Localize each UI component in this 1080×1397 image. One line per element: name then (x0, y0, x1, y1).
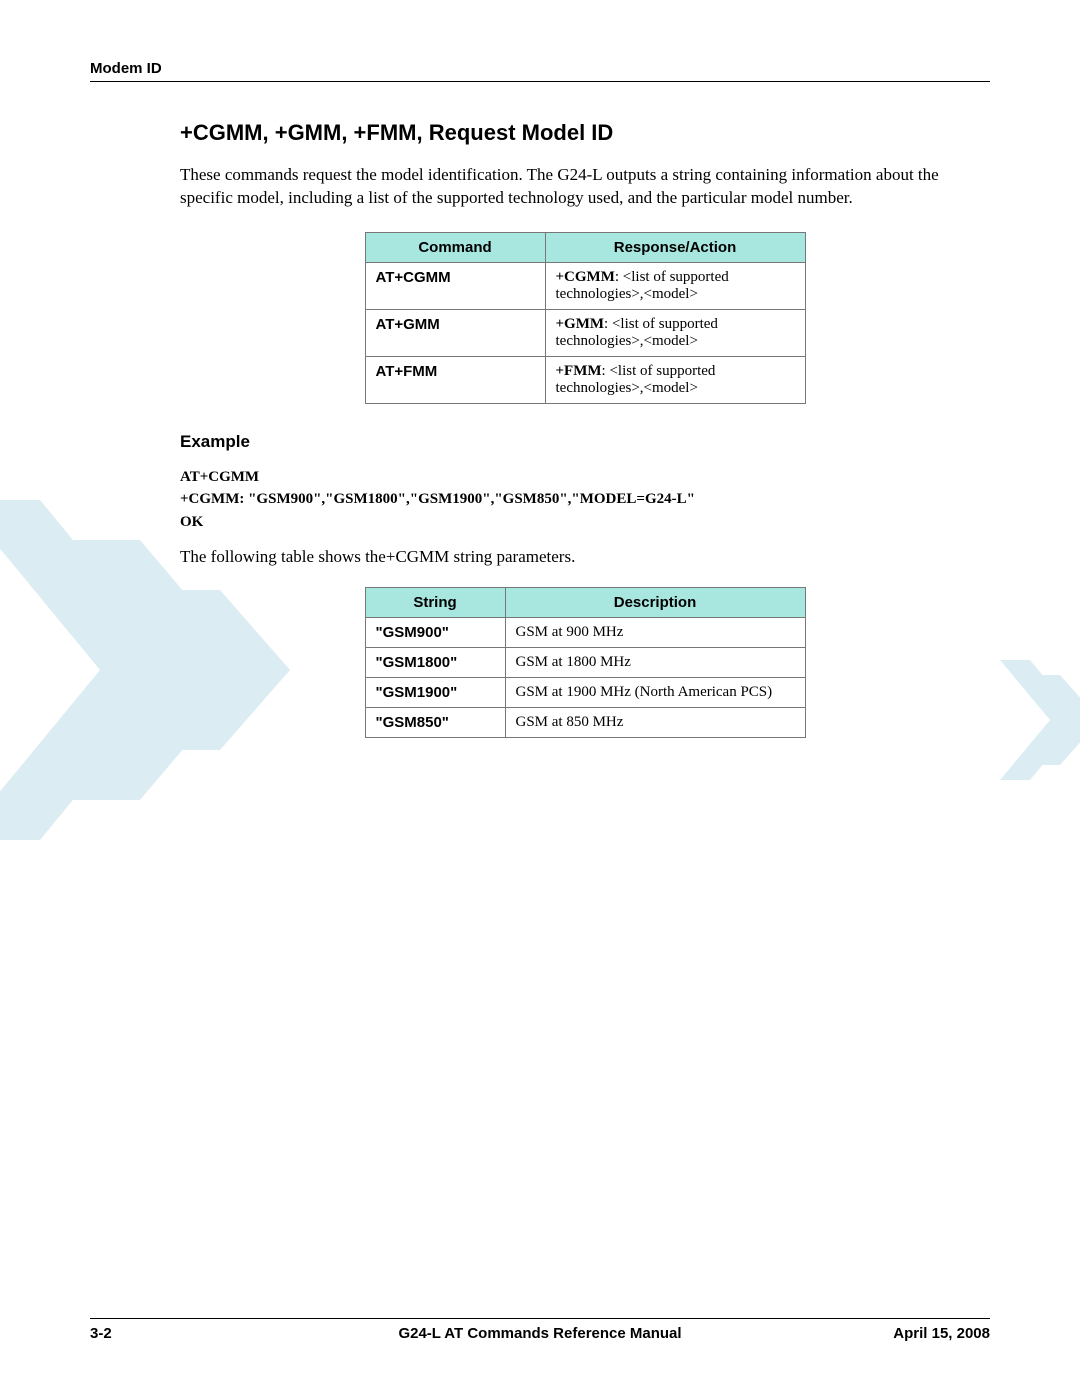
example-heading: Example (180, 432, 990, 452)
section-title: +CGMM, +GMM, +FMM, Request Model ID (180, 120, 990, 146)
footer-manual-title: G24-L AT Commands Reference Manual (398, 1325, 681, 1342)
param-desc: GSM at 1900 MHz (North American PCS) (505, 678, 805, 708)
cmd-cell: AT+GMM (365, 309, 545, 356)
param-desc: GSM at 1800 MHz (505, 648, 805, 678)
table-row: AT+CGMM +CGMM: <list of supported techno… (365, 262, 805, 309)
table-row: AT+FMM +FMM: <list of supported technolo… (365, 356, 805, 403)
watermark-right (1000, 640, 1080, 800)
param-string: "GSM1900" (365, 678, 505, 708)
param-string: "GSM1800" (365, 648, 505, 678)
params-header-string: String (365, 588, 505, 618)
example-code: AT+CGMM +CGMM: "GSM900","GSM1800","GSM19… (180, 466, 990, 534)
header-section-label: Modem ID (90, 60, 162, 77)
example-after-text: The following table shows the+CGMM strin… (180, 547, 990, 567)
param-desc: GSM at 900 MHz (505, 618, 805, 648)
page-header: Modem ID (90, 60, 990, 82)
params-table: String Description "GSM900" GSM at 900 M… (365, 587, 806, 738)
table-row: "GSM900" GSM at 900 MHz (365, 618, 805, 648)
cmd-header-response: Response/Action (545, 232, 805, 262)
footer-page-number: 3-2 (90, 1325, 112, 1342)
table-row: "GSM1800" GSM at 1800 MHz (365, 648, 805, 678)
cmd-cell: AT+CGMM (365, 262, 545, 309)
resp-cell: +CGMM: <list of supported technologies>,… (545, 262, 805, 309)
command-table: Command Response/Action AT+CGMM +CGMM: <… (365, 232, 806, 404)
param-string: "GSM850" (365, 708, 505, 738)
param-string: "GSM900" (365, 618, 505, 648)
table-row: AT+GMM +GMM: <list of supported technolo… (365, 309, 805, 356)
resp-cell: +FMM: <list of supported technologies>,<… (545, 356, 805, 403)
param-desc: GSM at 850 MHz (505, 708, 805, 738)
cmd-cell: AT+FMM (365, 356, 545, 403)
section-intro: These commands request the model identif… (180, 164, 990, 210)
page-footer: 3-2 G24-L AT Commands Reference Manual A… (90, 1318, 990, 1342)
table-row: "GSM850" GSM at 850 MHz (365, 708, 805, 738)
table-row: "GSM1900" GSM at 1900 MHz (North America… (365, 678, 805, 708)
cmd-header-command: Command (365, 232, 545, 262)
footer-date: April 15, 2008 (893, 1325, 990, 1342)
resp-cell: +GMM: <list of supported technologies>,<… (545, 309, 805, 356)
params-header-description: Description (505, 588, 805, 618)
